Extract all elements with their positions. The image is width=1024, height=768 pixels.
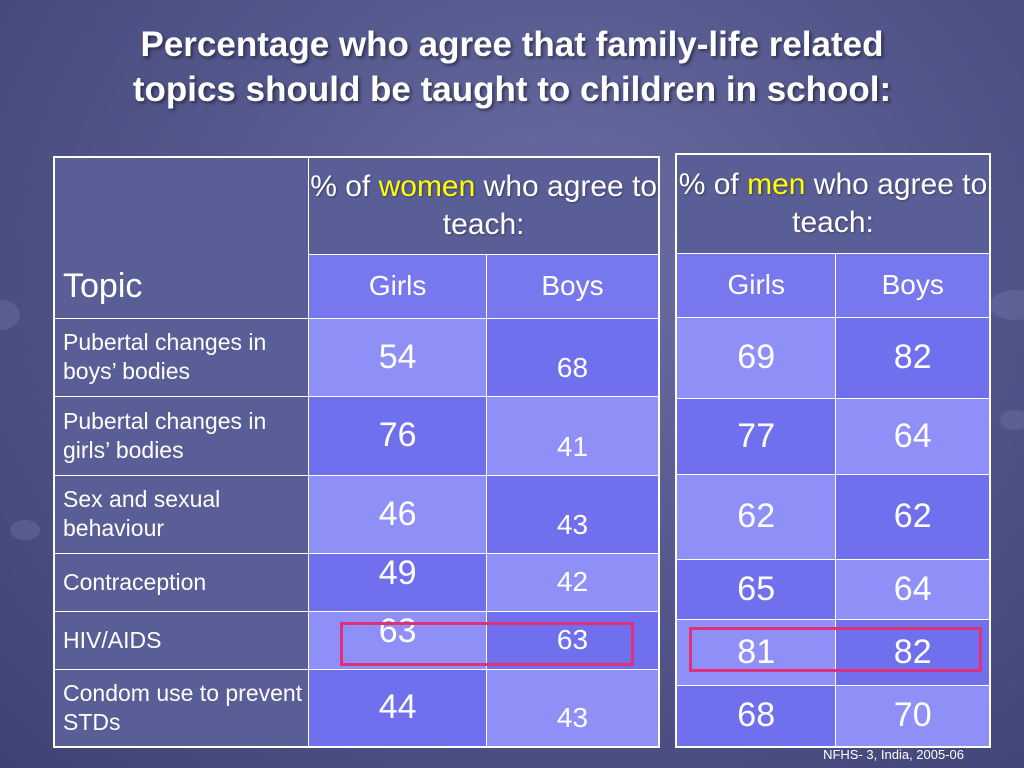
background-bubble [1000,410,1024,430]
men-highlight: men [747,167,806,201]
men-table: % of men who agree to teach: Girls Boys … [675,153,991,748]
topic-header: Topic [53,156,310,319]
women-highlight: women [378,169,476,203]
men-girls-value: 68 [675,684,837,748]
hiv-highlight-women [340,622,634,666]
women-table: Topic % of women who agree to teach: Gir… [53,156,660,748]
background-bubble [0,300,20,330]
men-boys-value: 62 [835,473,991,560]
men-girls-value: 69 [675,316,837,399]
men-girls-value: 62 [675,473,837,560]
topic-cell: Sex and sexual behaviour [53,474,310,554]
men-boys-value: 70 [835,684,991,748]
women-boys-value: 43 [485,668,660,748]
topic-cell: Condom use to prevent STDs [53,668,310,748]
women-boys-value: 43 [485,474,660,554]
topic-cell: Pubertal changes in boys’ bodies [53,317,310,397]
men-girls-value: 77 [675,397,837,475]
women-col-girls: Girls [308,253,487,319]
men-boys-value: 64 [835,397,991,475]
title-line-2: topics should be taught to children in s… [132,70,892,109]
source-note: NFHS- 3, India, 2005-06 [823,747,964,762]
women-girls-value: 44 [308,668,487,748]
women-girls-value: 76 [308,395,487,476]
background-bubble [990,290,1024,320]
women-girls-value: 63 [308,610,487,670]
topic-cell: Pubertal changes in girls’ bodies [53,395,310,476]
women-girls-value: 46 [308,474,487,554]
slide-title: Percentage who agree that family-life re… [0,22,1024,112]
topic-cell: HIV/AIDS [53,610,310,670]
men-boys-value: 64 [835,558,991,620]
background-bubble [10,520,40,540]
women-boys-value: 42 [485,552,660,612]
women-col-boys: Boys [485,253,660,319]
women-boys-value: 63 [485,610,660,670]
women-header: % of women who agree to teach: [308,156,660,255]
women-girls-value: 54 [308,317,487,397]
hiv-highlight-men [689,627,982,672]
topic-cell: Contraception [53,552,310,612]
men-col-boys: Boys [835,252,991,318]
title-line-1: Percentage who agree that family-life re… [140,25,884,64]
men-girls-value: 65 [675,558,837,620]
men-boys-value: 82 [835,316,991,399]
men-header: % of men who agree to teach: [675,153,991,254]
women-boys-value: 41 [485,395,660,476]
men-col-girls: Girls [675,252,837,318]
women-girls-value: 49 [308,552,487,612]
women-boys-value: 68 [485,317,660,397]
